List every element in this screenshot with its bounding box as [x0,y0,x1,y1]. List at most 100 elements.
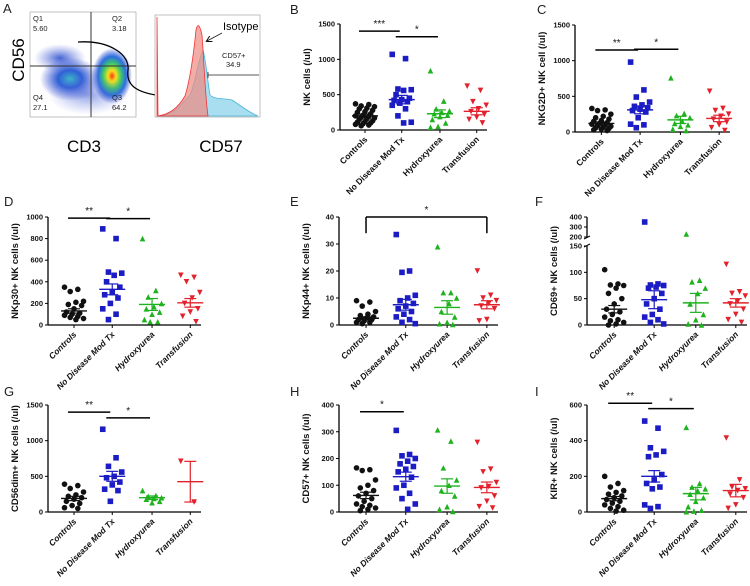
data-point [635,114,641,121]
data-point [484,316,490,323]
data-point [474,268,481,274]
data-point [156,309,163,315]
data-point [183,279,190,285]
data-point [442,120,449,126]
data-point [372,505,379,511]
data-point [196,289,203,296]
data-point [395,86,401,92]
x-tick-label: Hydroxyurea [113,516,157,560]
data-point [400,120,407,126]
panel-letter-h: H [290,384,299,399]
data-point [412,320,419,327]
data-point [649,311,656,318]
data-point [177,458,184,465]
quadrant-label: Q2 [112,14,122,23]
y-tick-label: 600 [569,401,582,410]
data-point [153,287,159,294]
data-point [99,306,106,312]
data-point [105,316,112,323]
data-point [700,494,707,501]
data-point [149,311,155,317]
data-point [113,235,119,242]
data-point [607,484,614,490]
x-tick-label: Hydroxyurea [656,516,700,560]
data-point [615,503,621,510]
data-point [76,500,83,507]
data-point [73,316,79,323]
data-point [493,479,500,486]
data-point [412,292,419,299]
y-tick-label: 0 [39,508,43,517]
data-point [594,107,601,114]
data-point [613,508,619,514]
data-point [655,281,661,287]
data-point [367,299,373,305]
data-point [353,319,360,326]
series-no-disease-mod-tx [392,231,419,327]
panel-letter-g: G [4,384,14,399]
data-point [598,126,605,132]
data-point [427,124,434,130]
data-point [408,119,415,126]
data-point [723,261,730,268]
data-point [80,298,87,305]
data-point [489,505,496,511]
data-point [727,301,733,307]
data-point [434,243,441,250]
data-point [706,88,713,95]
series-transfusion [473,268,500,324]
series-transfusion [706,88,733,134]
panel-letter-a: A [3,1,12,16]
data-point [605,491,612,497]
data-point [633,94,640,100]
data-point [603,496,610,503]
data-point [683,231,690,237]
data-point [487,466,494,472]
x-tick-label: Transfusion [153,329,194,370]
data-point [615,316,621,323]
data-point [75,286,81,293]
density-cloud [48,75,128,115]
data-point [601,473,608,480]
data-point [353,501,360,507]
panel-letter-b: B [290,2,299,17]
panel-letter-f: F [535,194,543,209]
data-point [118,270,125,276]
data-point [397,297,403,304]
data-point [436,506,443,513]
data-point [410,463,417,470]
data-point [649,486,656,492]
data-point [627,59,634,65]
data-point [479,120,486,126]
data-point [708,124,715,131]
data-point [619,295,625,302]
data-point [444,319,450,326]
series-transfusion [722,435,749,512]
data-point [645,285,652,291]
series-transfusion [177,458,204,505]
y-axis-label: NKG2D+ NK cell (/ul) [537,32,548,126]
data-point [696,480,703,487]
quadrant-label: Q3 [112,93,122,102]
data-point [712,107,719,114]
data-point [600,113,607,120]
data-point [67,288,74,295]
data-point [103,474,110,481]
data-point [659,471,665,478]
y-tick-label: 300 [321,427,334,436]
x-axis-label: CD57 [199,137,242,156]
data-point [700,311,707,318]
series-no-disease-mod-tx [627,59,654,131]
data-point [61,481,68,487]
y-tick-label: 1000 [26,436,43,445]
isotype-histogram [156,16,209,117]
quadrant-value: 3.18 [112,24,127,33]
data-point [365,482,371,489]
data-point [402,106,409,112]
y-tick-label: 40 [326,213,334,222]
data-point [139,487,146,494]
y-axis-label: NKp30+ NK cells (/ul) [10,223,21,319]
data-point [395,469,401,475]
